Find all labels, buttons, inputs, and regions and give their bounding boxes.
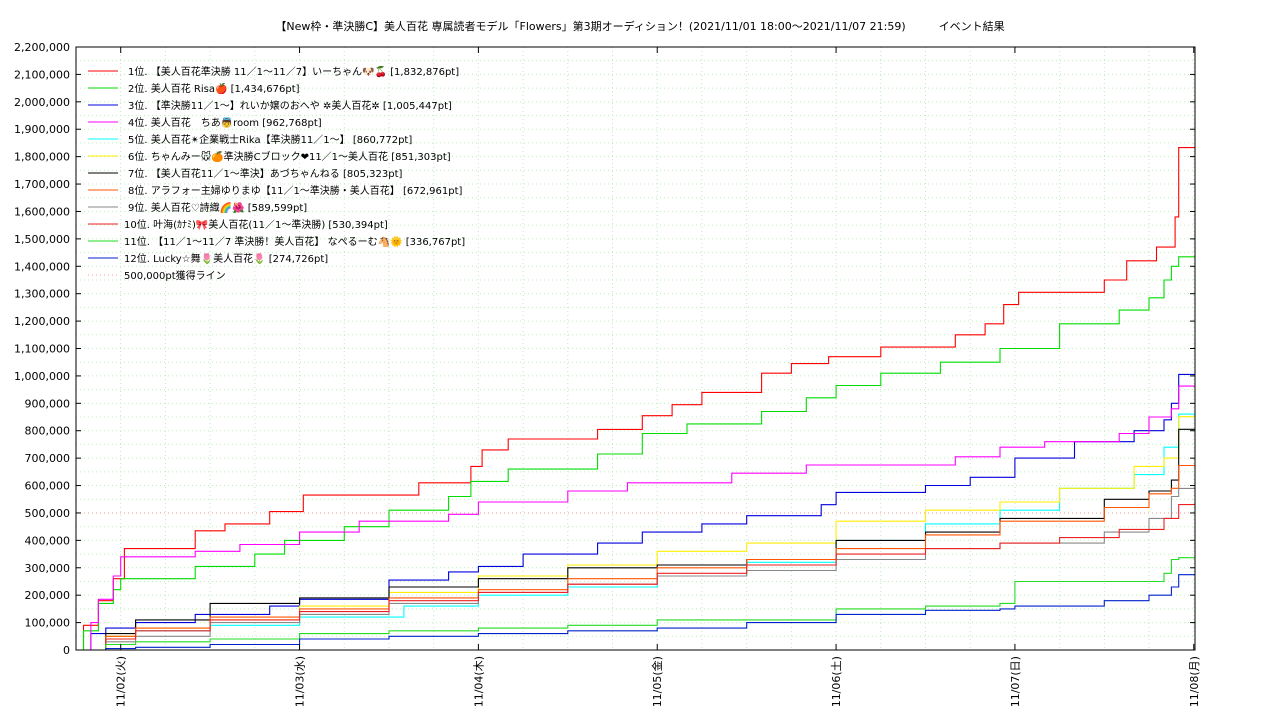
series-line-10 (76, 504, 1195, 651)
chart-title: 【New枠・準決勝C】美人百花 専属読者モデル「Flowers」第3期オーディシ… (275, 19, 1004, 33)
series-line-12 (76, 574, 1195, 651)
x-axis: 11/02(火) 11/03(水) 11/04(木) 11/05(金) 11/06(土)… (115, 47, 1201, 707)
legend-label-8: 8位. アラフォー主婦ゆりまゆ【11／1〜準決勝・美人百花】 [672,961p… (128, 184, 463, 197)
y-tick-label: 800,000 (25, 425, 71, 438)
y-tick-label: 1,200,000 (14, 315, 70, 328)
y-tick-label: 1,100,000 (14, 343, 70, 356)
series-line-6 (76, 416, 1195, 651)
legend-label-7: 7位. 【美人百花11／1〜準決】あづちゃんねる [805,323pt] (128, 167, 403, 180)
x-tick-label: 11/02(火) (115, 656, 128, 707)
x-tick-label: 11/04(木) (472, 656, 485, 707)
legend-label-11: 11位. 【11／1〜11／7 準決勝！美人百花】 なぺるーむ🐴🌞 [336,7… (124, 235, 465, 248)
legend-label-12: 12位. Lucky☆舞🌷美人百花🌷 [274,726pt] (124, 252, 328, 265)
series-line-1 (76, 147, 1195, 651)
y-tick-label: 2,000,000 (14, 96, 70, 109)
y-tick-label: 1,900,000 (14, 123, 70, 136)
series-line-11 (76, 557, 1195, 651)
y-tick-label: 1,500,000 (14, 233, 70, 246)
y-tick-label: 2,100,000 (14, 68, 70, 81)
legend-label-6: 6位. ちゃんみー🐭🍊準決勝Cブロック❤11／1〜美人百花 [851,303pt… (128, 150, 451, 163)
x-tick-label: 11/03(水) (294, 656, 307, 707)
x-tick-label: 11/07(日) (1009, 656, 1022, 707)
y-tick-label: 100,000 (25, 617, 71, 630)
y-tick-label: 1,400,000 (14, 260, 70, 273)
y-tick-label: 500,000 (25, 507, 71, 520)
legend-label-1: 1位. 【美人百花準決勝 11／1〜11／7】いーちゃん🐶🍒 [1,832,87… (128, 65, 459, 78)
y-tick-label: 2,200,000 (14, 41, 70, 54)
y-tick-label: 1,800,000 (14, 151, 70, 164)
y-axis: 0 100,000 200,000 300,000 400,000 500,000 600,… (14, 41, 1195, 657)
y-tick-label: 400,000 (25, 534, 71, 547)
y-tick-label: 1,000,000 (14, 370, 70, 383)
y-tick-label: 0 (63, 644, 70, 657)
y-tick-label: 1,600,000 (14, 205, 70, 218)
x-tick-label: 11/08(月) (1188, 656, 1201, 707)
legend-label-2: 2位. 美人百花 Risa🍎 [1,434,676pt] (128, 82, 300, 95)
series-line-4 (76, 385, 1195, 651)
grid (76, 46, 1195, 651)
series-line-2 (76, 256, 1195, 651)
y-tick-label: 600,000 (25, 480, 71, 493)
x-tick-label: 11/05(金) (650, 656, 664, 707)
y-tick-label: 200,000 (25, 589, 71, 602)
series-line-3 (76, 373, 1195, 651)
y-tick-label: 1,300,000 (14, 288, 70, 301)
y-tick-label: 1,700,000 (14, 178, 70, 191)
series-layer (76, 147, 1195, 651)
y-tick-label: 900,000 (25, 397, 71, 410)
legend-label-4: 4位. 美人百花 ちあ👼room [962,768pt] (128, 116, 322, 129)
legend-label-3: 3位. 【準決勝11／1〜】れいか嬢のおへや ✲美人百花✲ [1,005,447… (128, 99, 452, 112)
y-tick-label: 300,000 (25, 562, 71, 575)
legend-label-10: 10位. 叶海(ｶﾅﾐ)🎀美人百花(11／1〜準決勝) [530,394pt] (124, 218, 388, 231)
legend-label-5: 5位. 美人百花✴企業戦士Rika【準決勝11／1〜】 [860,772pt] (128, 133, 412, 146)
legend-label-threshold: 500,000pt獲得ライン (124, 269, 226, 282)
y-tick-label: 700,000 (25, 452, 71, 465)
legend-label-9: 9位. 美人百花♡詩織🌈🌺 [589,599pt] (128, 201, 307, 214)
x-tick-label: 11/06(土) (830, 656, 843, 707)
legend: 1位. 【美人百花準決勝 11／1〜11／7】いーちゃん🐶🍒 [1,832,87… (88, 65, 465, 282)
